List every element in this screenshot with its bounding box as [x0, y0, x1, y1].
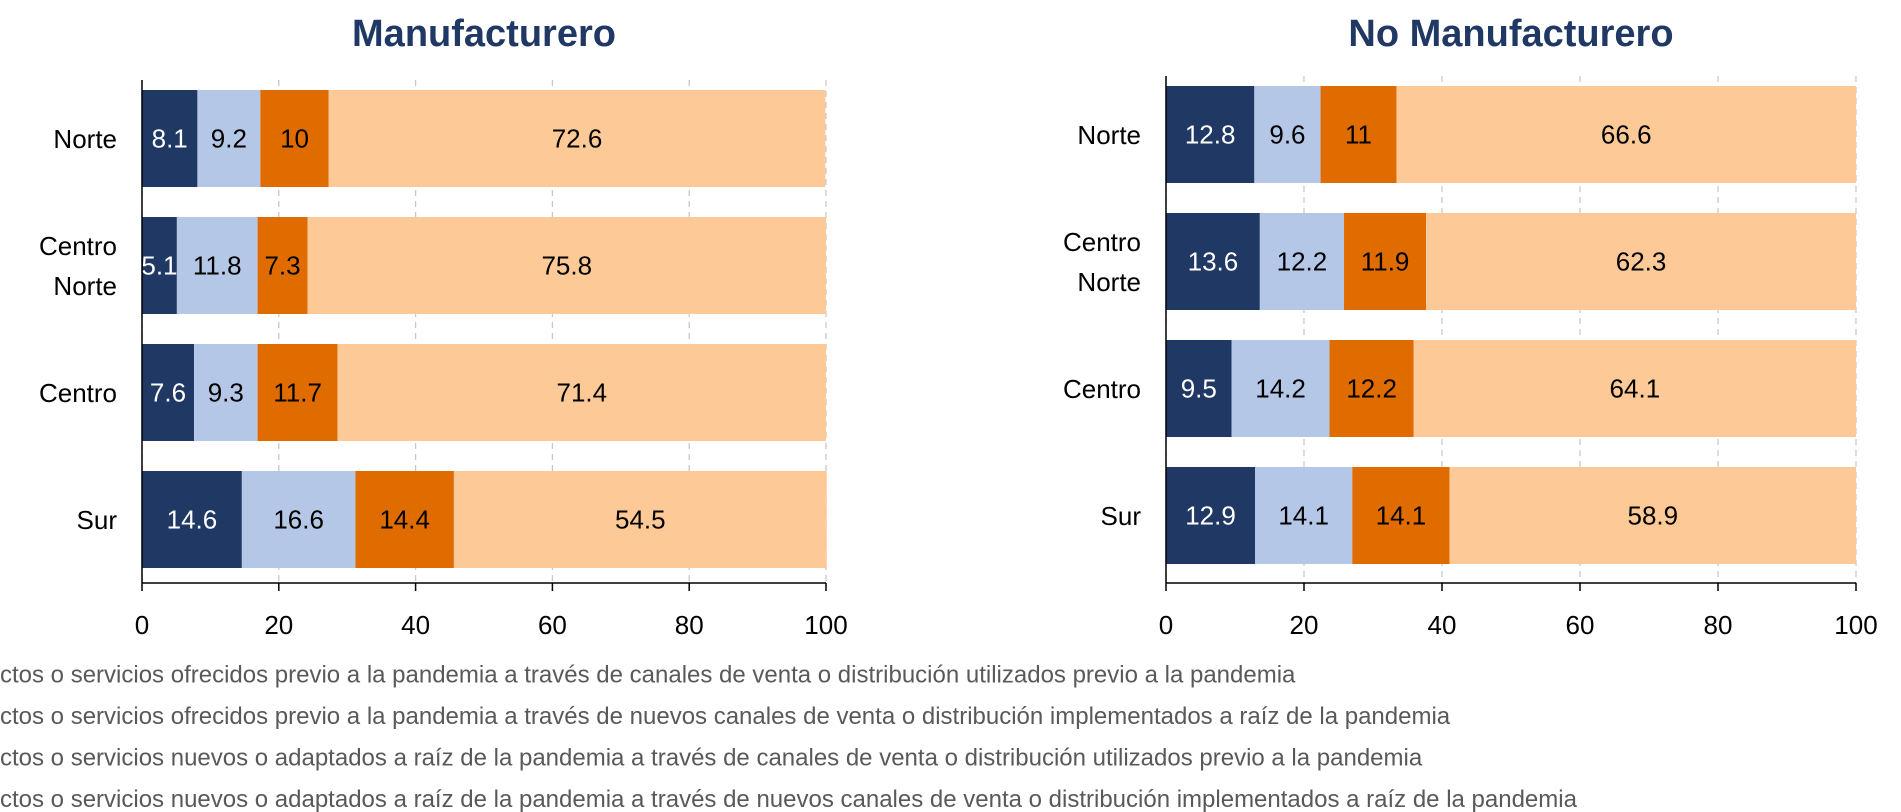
bar-segment	[260, 90, 329, 187]
value-label: 8.1	[152, 123, 188, 153]
category-label: Sur	[76, 504, 117, 535]
x-tick-label: 60	[538, 610, 567, 640]
value-label: 71.4	[557, 377, 608, 407]
bar-segment	[176, 217, 258, 314]
bar-segment	[193, 344, 258, 441]
bar-segment	[142, 471, 242, 568]
value-label: 7.6	[150, 377, 186, 407]
value-label: 12.9	[1185, 500, 1236, 530]
bar-segment	[1413, 340, 1856, 437]
x-tick-label: 100	[1834, 610, 1877, 640]
category-label: Centro	[38, 377, 117, 408]
bar-segment	[241, 471, 356, 568]
x-tick-label: 0	[135, 610, 149, 640]
bar-segment	[1344, 213, 1427, 310]
value-label: 12.2	[1346, 373, 1397, 403]
value-label: 14.1	[1376, 500, 1427, 530]
x-tick-label: 60	[1566, 610, 1595, 640]
category-label: Norte	[1077, 119, 1141, 150]
category-label: Sur	[1100, 500, 1141, 531]
value-label: 9.3	[208, 377, 244, 407]
bar-segment	[355, 471, 454, 568]
bar-segment	[142, 90, 198, 187]
x-tick-label: 0	[1159, 610, 1173, 640]
chart-title: No Manufacturero	[1348, 13, 1673, 55]
bar-segment	[1396, 86, 1856, 183]
bar-segment	[1426, 213, 1856, 310]
value-label: 54.5	[615, 504, 666, 534]
value-label: 14.6	[167, 504, 218, 534]
value-label: 58.9	[1627, 500, 1678, 530]
value-label: 11.7	[273, 377, 322, 407]
value-label: 12.8	[1185, 119, 1236, 149]
bar-segment	[307, 217, 826, 314]
bar-segment	[1259, 213, 1345, 310]
value-label: 9.6	[1269, 119, 1305, 149]
value-label: 10	[280, 123, 309, 153]
category-label: Centro Norte	[38, 230, 117, 301]
value-label: 16.6	[273, 504, 324, 534]
bar-segment	[1255, 467, 1353, 564]
bar-segment	[1166, 213, 1260, 310]
value-label: 11.8	[193, 250, 242, 280]
x-tick-label: 80	[1704, 610, 1733, 640]
value-label: 9.5	[1181, 373, 1217, 403]
bar-segment	[142, 217, 177, 314]
value-label: 62.3	[1616, 246, 1667, 276]
value-label: 14.1	[1278, 500, 1329, 530]
chart-title: Manufacturero	[352, 13, 616, 55]
bar-segment	[142, 344, 194, 441]
value-label: 7.3	[264, 250, 300, 280]
x-tick-label: 40	[1428, 610, 1457, 640]
value-label: 14.4	[379, 504, 430, 534]
category-label: Centro Norte	[1062, 226, 1141, 297]
category-label: Centro	[1062, 373, 1141, 404]
legend-entry: ctos o servicios ofrecidos previo a la p…	[0, 661, 1296, 688]
x-tick-label: 100	[804, 610, 847, 640]
bar-segment	[337, 344, 826, 441]
bar-segment	[1352, 467, 1450, 564]
value-label: 13.6	[1188, 246, 1239, 276]
bar-segment	[257, 217, 308, 314]
bar-segment	[1320, 86, 1397, 183]
bar-segment	[1449, 467, 1856, 564]
value-label: 11.9	[1361, 246, 1410, 276]
x-tick-label: 20	[1290, 610, 1319, 640]
value-label: 5.1	[141, 250, 177, 280]
legend-entry: ctos o servicios nuevos o adaptados a ra…	[0, 786, 1578, 812]
bar-segment	[1231, 340, 1330, 437]
bar-segment	[1166, 86, 1255, 183]
value-label: 64.1	[1610, 373, 1661, 403]
value-label: 9.2	[211, 123, 247, 153]
x-tick-label: 20	[264, 610, 293, 640]
category-label: Norte	[53, 123, 117, 154]
value-label: 72.6	[552, 123, 603, 153]
bar-segment	[1329, 340, 1414, 437]
bar-segment	[197, 90, 261, 187]
value-label: 11	[1345, 119, 1372, 149]
bar-segment	[1166, 467, 1256, 564]
bar-segment	[328, 90, 826, 187]
value-label: 12.2	[1277, 246, 1328, 276]
legend-entry: ctos o servicios ofrecidos previo a la p…	[0, 703, 1451, 730]
value-label: 14.2	[1255, 373, 1306, 403]
bar-segment	[257, 344, 338, 441]
x-tick-label: 40	[401, 610, 430, 640]
x-tick-label: 80	[675, 610, 704, 640]
value-label: 66.6	[1601, 119, 1652, 149]
legend-entry: ctos o servicios nuevos o adaptados a ra…	[0, 744, 1423, 771]
bar-segment	[1166, 340, 1232, 437]
value-label: 75.8	[541, 250, 592, 280]
bar-segment	[453, 471, 827, 568]
bar-segment	[1254, 86, 1321, 183]
